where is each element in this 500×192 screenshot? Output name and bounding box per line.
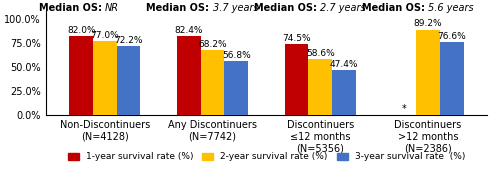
Bar (416, 30, 440, 115)
Text: 47.4%: 47.4% (330, 60, 358, 69)
Bar (70, 36, 93, 115)
Text: Median OS:: Median OS: (38, 3, 105, 13)
Text: 68.2%: 68.2% (198, 40, 227, 49)
Legend: 1-year survival rate (%), 2-year survival rate (%), 3-year survival rate  (%): 1-year survival rate (%), 2-year surviva… (64, 149, 469, 165)
Text: 82.4%: 82.4% (174, 26, 203, 35)
Text: *: * (402, 104, 406, 114)
Text: Median OS:: Median OS: (254, 3, 320, 13)
Text: 77.0%: 77.0% (90, 31, 120, 40)
Text: 89.2%: 89.2% (414, 19, 442, 28)
Text: NR: NR (105, 3, 119, 13)
Text: Median OS:: Median OS: (146, 3, 212, 13)
Bar (177, 36, 201, 115)
Bar (116, 46, 140, 115)
Text: 2.7 years: 2.7 years (320, 3, 366, 13)
Text: 82.0%: 82.0% (67, 26, 96, 35)
Bar (224, 61, 248, 115)
Bar (200, 50, 224, 115)
Bar (285, 44, 308, 115)
Text: 56.8%: 56.8% (222, 51, 250, 60)
Text: 76.6%: 76.6% (438, 31, 466, 41)
Bar (440, 42, 464, 115)
Text: 58.6%: 58.6% (306, 49, 334, 58)
Bar (308, 59, 332, 115)
Text: Median OS:: Median OS: (362, 3, 428, 13)
Bar (332, 70, 356, 115)
Text: 5.6 years: 5.6 years (428, 3, 474, 13)
Text: 72.2%: 72.2% (114, 36, 143, 45)
Text: 74.5%: 74.5% (282, 34, 311, 43)
Text: 3.7 years: 3.7 years (212, 3, 258, 13)
Bar (93, 41, 116, 115)
